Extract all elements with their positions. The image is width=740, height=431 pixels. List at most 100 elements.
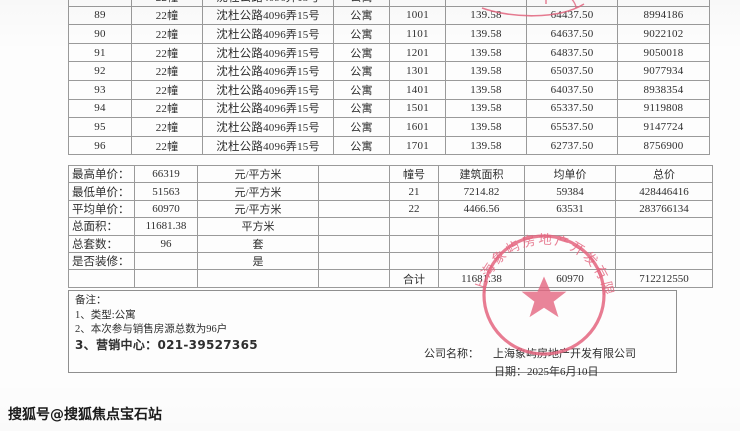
building-no-empty [389, 251, 439, 271]
building-no: 22 [389, 199, 439, 219]
unit-listing-table: 88 22幢 沈杜公路4096弄15号 公寓 901 139.58 64237.… [68, 0, 710, 156]
address-street: 沈杜公路 [216, 10, 264, 23]
site-watermark-footer: 搜狐号@搜狐焦点宝石站 [8, 407, 162, 423]
cell-building: 22幢 [131, 61, 203, 81]
building-area: 4466.56 [438, 199, 525, 219]
building-area-empty [438, 251, 525, 271]
avg-price-header: 均单价 [524, 164, 616, 184]
building-area-empty [438, 217, 525, 236]
cell-address: 沈杜公路4096弄15号 [202, 24, 334, 44]
building-avg-price: 63531 [524, 199, 616, 219]
cell-total: 9077934 [617, 61, 710, 81]
summary-row: 总面积： 11681.38 平方米 [68, 217, 713, 236]
cell-area: 139.58 [445, 135, 527, 156]
remarks-line-1: 1、类型:公寓 [75, 309, 136, 321]
building-total: 428446416 [615, 182, 713, 201]
date-label: 日期： [494, 366, 527, 378]
cell-area: 139.58 [445, 98, 527, 119]
cell-room: 1301 [389, 61, 446, 81]
cell-type: 公寓 [333, 79, 390, 100]
table-row: 91 22幢 沈杜公路4096弄15号 公寓 1201 139.58 64837… [68, 42, 710, 63]
cell-type: 公寓 [333, 42, 390, 63]
remarks-line-2: 2、本次参与销售房源总数为96户 [75, 324, 228, 335]
cell-total: 8938354 [617, 79, 710, 100]
cell-unit-price: 64037.50 [526, 79, 618, 100]
cell-room: 1001 [389, 5, 446, 26]
cell-address: 沈杜公路4096弄15号 [202, 61, 334, 81]
summary-value [134, 251, 198, 271]
cell-no: 89 [68, 5, 132, 26]
cell-room: 1601 [389, 117, 446, 137]
cell-building: 22幢 [131, 135, 203, 156]
date-value: 2025年6月10日 [527, 366, 599, 378]
grand-total-label: 合计 [389, 269, 439, 288]
building-total-empty [615, 234, 713, 253]
cell-unit-price: 62737.50 [526, 135, 618, 156]
summary-label: 总面积： [68, 217, 135, 236]
cell-room: 1201 [389, 42, 446, 63]
building-avg-empty [524, 217, 616, 236]
cell-no: 93 [68, 79, 132, 100]
grand-total-amount: 712212550 [615, 269, 713, 288]
summary-unit: 是 [197, 251, 319, 271]
summary-table-body: 最高单价： 66319 元/平方米 幢号 建筑面积 均单价 总价 最低单价： 5… [68, 164, 713, 288]
building-area: 7214.82 [438, 182, 525, 201]
table-row: 89 22幢 沈杜公路4096弄15号 公寓 1001 139.58 64437… [68, 5, 710, 26]
building-avg-empty [524, 234, 616, 253]
company-name-label: 公司名称： [424, 348, 479, 360]
summary-value: 66319 [134, 164, 198, 184]
total-header: 总价 [615, 164, 713, 184]
cell-room: 1701 [389, 135, 446, 156]
blank-cell [134, 269, 198, 288]
summary-spacer [318, 251, 390, 271]
address-number: 4096弄15号 [263, 121, 320, 134]
summary-row: 是否装修： 是 [68, 251, 713, 271]
cell-type: 公寓 [333, 5, 390, 26]
cell-area: 139.58 [445, 24, 527, 44]
table-row: 95 22幢 沈杜公路4096弄15号 公寓 1601 139.58 65537… [68, 117, 710, 137]
summary-value: 51563 [134, 182, 198, 201]
company-name-value: 上海象屿房地产开发有限公司 [493, 348, 636, 360]
cell-total: 9022102 [617, 24, 710, 44]
address-street: 沈杜公路 [216, 140, 264, 153]
cell-room: 1401 [389, 79, 446, 100]
cell-area: 139.58 [445, 79, 527, 100]
address-number: 4096弄15号 [263, 0, 320, 4]
building-total: 283766134 [615, 199, 713, 219]
summary-row: 最高单价： 66319 元/平方米 幢号 建筑面积 均单价 总价 [68, 164, 713, 184]
summary-row: 总套数： 96 套 [68, 234, 713, 253]
address-street: 沈杜公路 [216, 103, 264, 116]
area-header: 建筑面积 [438, 164, 525, 184]
unit-table-body: 88 22幢 沈杜公路4096弄15号 公寓 901 139.58 64237.… [68, 0, 710, 156]
cell-address: 沈杜公路4096弄15号 [202, 5, 334, 26]
building-no-empty [389, 234, 439, 253]
cell-area: 139.58 [445, 42, 527, 63]
address-street: 沈杜公路 [216, 84, 264, 97]
address-number: 4096弄15号 [263, 66, 320, 79]
blank-cell [318, 269, 390, 288]
cell-building: 22幢 [131, 5, 203, 26]
cell-no: 95 [68, 117, 132, 137]
building-no: 21 [389, 182, 439, 201]
summary-label: 最高单价： [68, 164, 135, 184]
cell-unit-price: 64837.50 [526, 42, 618, 63]
table-row: 90 22幢 沈杜公路4096弄15号 公寓 1101 139.58 64637… [68, 24, 710, 44]
cell-type: 公寓 [333, 98, 390, 119]
summary-spacer [318, 217, 390, 236]
cell-room: 1501 [389, 98, 446, 119]
summary-label: 是否装修： [68, 251, 135, 271]
address-street: 沈杜公路 [216, 121, 264, 134]
address-number: 4096弄15号 [263, 140, 320, 153]
cell-building: 22幢 [131, 79, 203, 100]
cell-unit-price: 65337.50 [526, 98, 618, 119]
summary-value: 60970 [134, 199, 198, 219]
address-number: 4096弄15号 [263, 28, 320, 41]
building-avg-empty [524, 251, 616, 271]
address-street: 沈杜公路 [216, 0, 263, 4]
building-header: 幢号 [389, 164, 439, 184]
table-row: 94 22幢 沈杜公路4096弄15号 公寓 1501 139.58 65337… [68, 98, 710, 119]
blank-cell [68, 269, 135, 288]
address-number: 4096弄15号 [263, 84, 320, 97]
building-no-empty [389, 217, 439, 236]
